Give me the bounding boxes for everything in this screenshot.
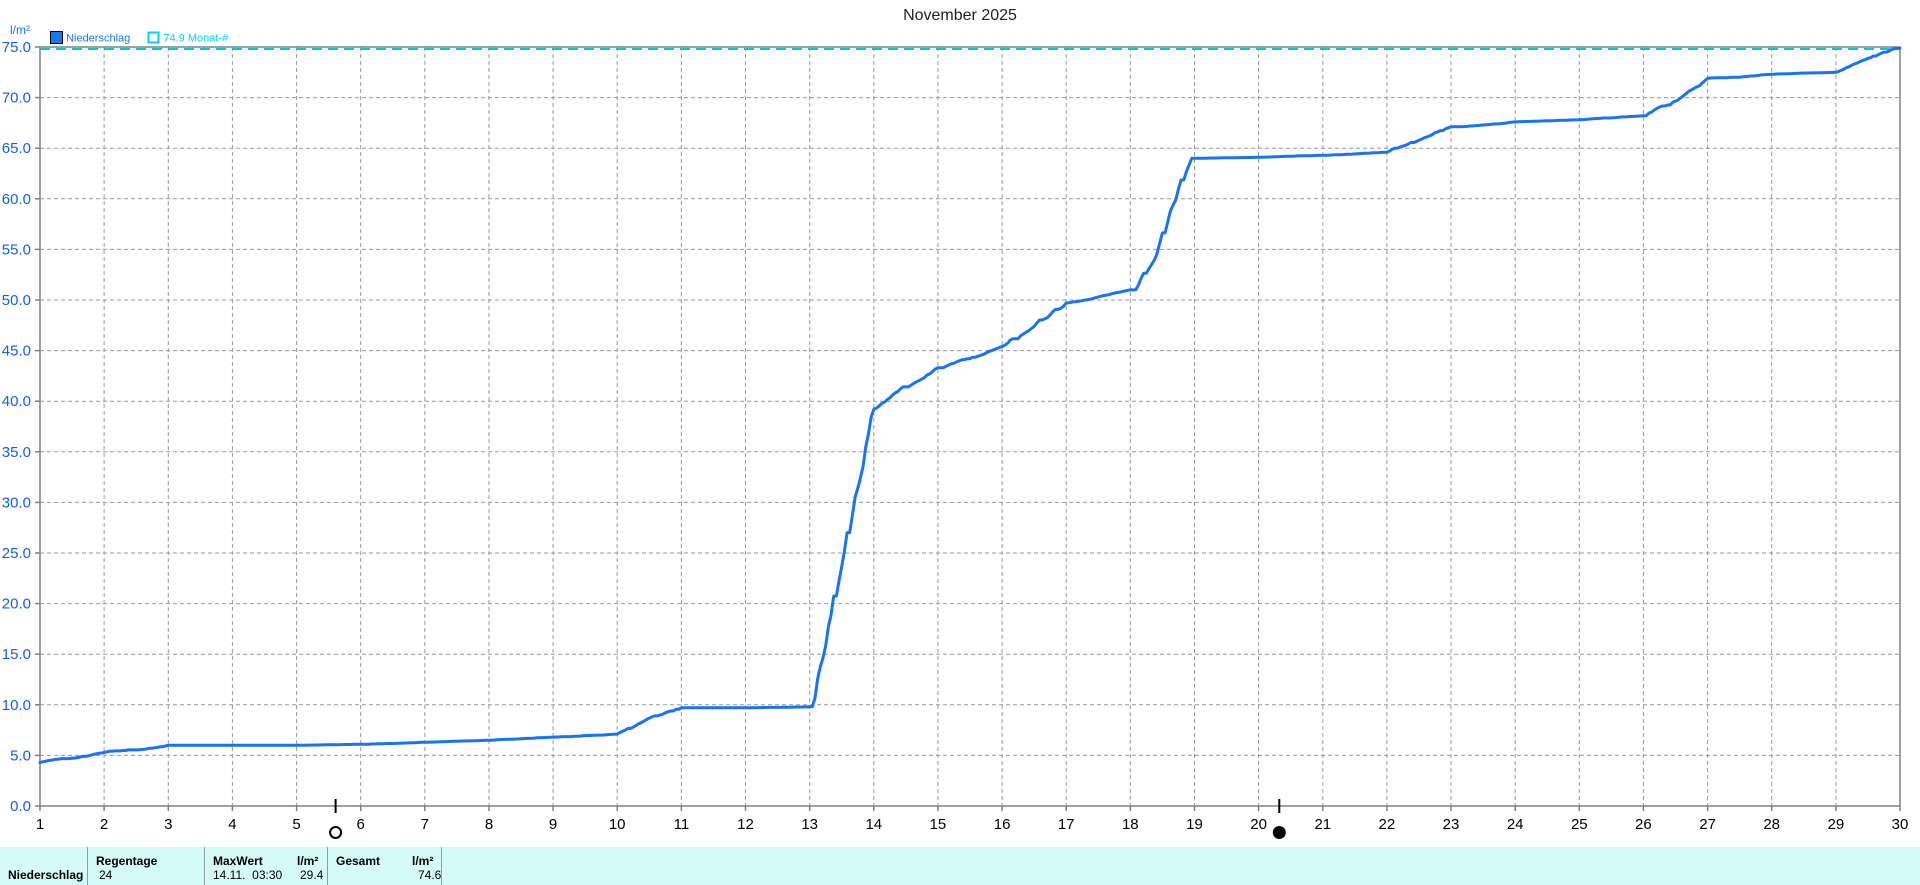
svg-text:35.0: 35.0	[2, 444, 31, 461]
svg-text:14: 14	[865, 816, 882, 833]
svg-text:2: 2	[100, 816, 108, 833]
svg-text:16: 16	[994, 816, 1011, 833]
svg-text:5: 5	[292, 816, 300, 833]
svg-text:70.0: 70.0	[2, 90, 31, 107]
svg-text:0.0: 0.0	[10, 798, 31, 815]
svg-text:26: 26	[1635, 816, 1652, 833]
svg-text:29: 29	[1828, 816, 1845, 833]
svg-text:5.0: 5.0	[10, 747, 31, 764]
svg-text:18: 18	[1122, 816, 1139, 833]
svg-text:24: 24	[1507, 816, 1524, 833]
svg-text:50.0: 50.0	[2, 292, 31, 309]
svg-text:1: 1	[36, 816, 44, 833]
svg-text:75.0: 75.0	[2, 39, 31, 56]
svg-text:7: 7	[421, 816, 429, 833]
svg-text:60.0: 60.0	[2, 191, 31, 208]
svg-text:23: 23	[1443, 816, 1460, 833]
svg-text:6: 6	[357, 816, 365, 833]
svg-text:3: 3	[164, 816, 172, 833]
svg-text:20: 20	[1250, 816, 1267, 833]
svg-text:20.0: 20.0	[2, 596, 31, 613]
svg-text:55.0: 55.0	[2, 241, 31, 258]
svg-text:17: 17	[1058, 816, 1075, 833]
svg-text:10.0: 10.0	[2, 697, 31, 714]
svg-text:27: 27	[1699, 816, 1716, 833]
svg-text:4: 4	[228, 816, 236, 833]
svg-text:11: 11	[674, 816, 690, 833]
svg-text:25.0: 25.0	[2, 545, 31, 562]
svg-text:30.0: 30.0	[2, 494, 31, 511]
svg-text:25: 25	[1571, 816, 1588, 833]
svg-text:65.0: 65.0	[2, 140, 31, 157]
svg-text:40.0: 40.0	[2, 393, 31, 410]
svg-text:8: 8	[485, 816, 493, 833]
svg-text:19: 19	[1186, 816, 1203, 833]
svg-text:15.0: 15.0	[2, 646, 31, 663]
svg-text:22: 22	[1379, 816, 1396, 833]
svg-text:28: 28	[1763, 816, 1780, 833]
svg-text:10: 10	[609, 816, 626, 833]
svg-text:12: 12	[737, 816, 754, 833]
svg-text:15: 15	[930, 816, 947, 833]
svg-text:9: 9	[549, 816, 557, 833]
svg-text:45.0: 45.0	[2, 343, 31, 360]
svg-text:13: 13	[801, 816, 818, 833]
svg-text:21: 21	[1314, 816, 1331, 833]
svg-text:30: 30	[1892, 816, 1909, 833]
